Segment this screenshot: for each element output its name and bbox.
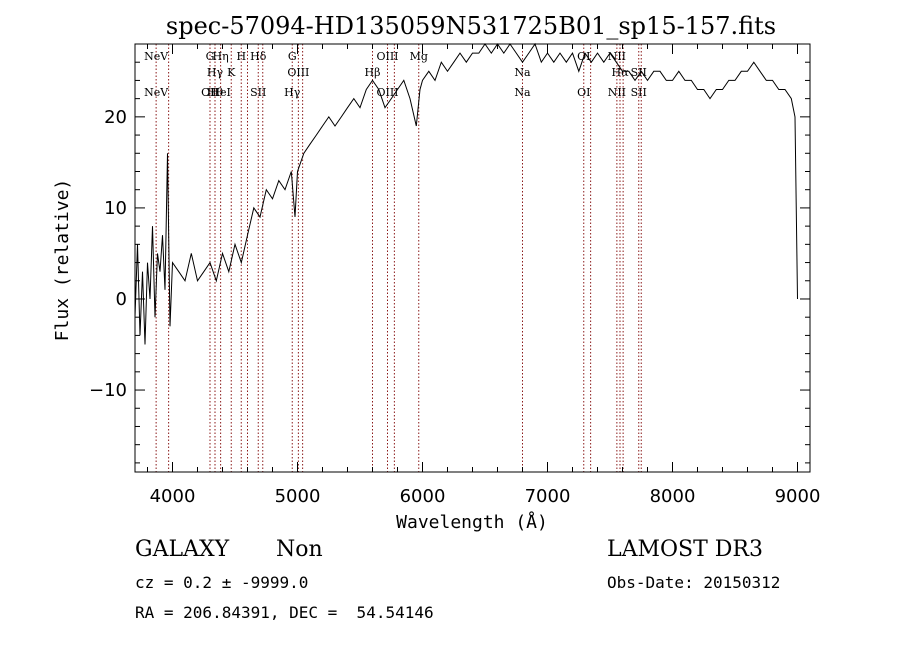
emission-line-label-bottom: Na [514,86,531,99]
emission-line-label-top: Hη [213,50,229,63]
emission-line-label-bottom: NII [608,86,626,99]
emission-line-label-top: G [288,50,297,63]
x-tick-label: 9000 [775,486,821,507]
emission-line-label-bottom: HeI [210,86,230,99]
chart-title: spec-57094-HD135059N531725B01_sp15-157.f… [166,12,776,40]
spectrum-series [134,42,798,345]
survey-name: LAMOST DR3 [607,537,763,562]
emission-line-label-bottom: OII [201,86,219,99]
emission-line-label-top: Na [514,66,531,79]
coordinates: RA = 206.84391, DEC = 54.54146 [135,603,434,622]
emission-line-label-bottom: NeV [144,86,169,99]
x-tick-label: 5000 [275,486,321,507]
y-axis-label: Flux (relative) [52,179,73,342]
emission-line-label-top: K [227,66,236,79]
emission-line-label-top: Hγ [207,66,224,79]
object-subclass: Non [276,537,323,562]
emission-line-label-top: G [206,50,215,63]
y-tick-label: 20 [104,107,127,128]
emission-lines [155,44,642,472]
emission-line-label-top: SII [631,66,647,79]
emission-line-label-top: OIII [376,50,398,63]
redshift-value: cz = 0.2 ± -9999.0 [135,573,309,592]
x-axis-label: Wavelength (Å) [396,511,548,533]
emission-line-label-bottom: Hθ [207,86,224,99]
y-tick-label: 10 [104,198,127,219]
emission-line-label-bottom: OI [577,86,590,99]
spectrum-line-0 [134,42,798,345]
emission-line-label-bottom: SII [631,86,647,99]
emission-line-label-top: Hβ [365,66,381,79]
observation-date: Obs-Date: 20150312 [607,573,781,592]
emission-line-label-bottom: SII [250,86,266,99]
emission-line-label-bottom: Hγ [284,86,301,99]
y-axis: −10 0 10 20 [89,43,810,464]
y-tick-label: 0 [116,289,127,310]
plot-frame [134,43,811,473]
emission-line-label-top: Hδ [250,50,267,63]
x-tick-label: 6000 [400,486,446,507]
emission-line-label-top: NII [608,50,626,63]
emission-line-labels: NeV NeV G OII Hγ Hθ Hη HeI KH Hδ SII G Hγ OIII Hβ OIII O… [144,50,647,99]
emission-line-label-top: NeV [144,50,169,63]
emission-line-label-top: OIII [287,66,309,79]
x-axis: 4000 5000 6000 7000 8000 9000 [147,44,821,507]
y-tick-label: −10 [89,380,127,401]
x-tick-label: 7000 [525,486,571,507]
object-class: GALAXY [135,537,230,562]
x-tick-label: 4000 [150,486,196,507]
x-tick-label: 8000 [650,486,696,507]
emission-line-label-top: Mg [410,50,428,63]
emission-line-label-top: H [236,50,246,63]
emission-line-label-top: Hα [611,66,629,79]
